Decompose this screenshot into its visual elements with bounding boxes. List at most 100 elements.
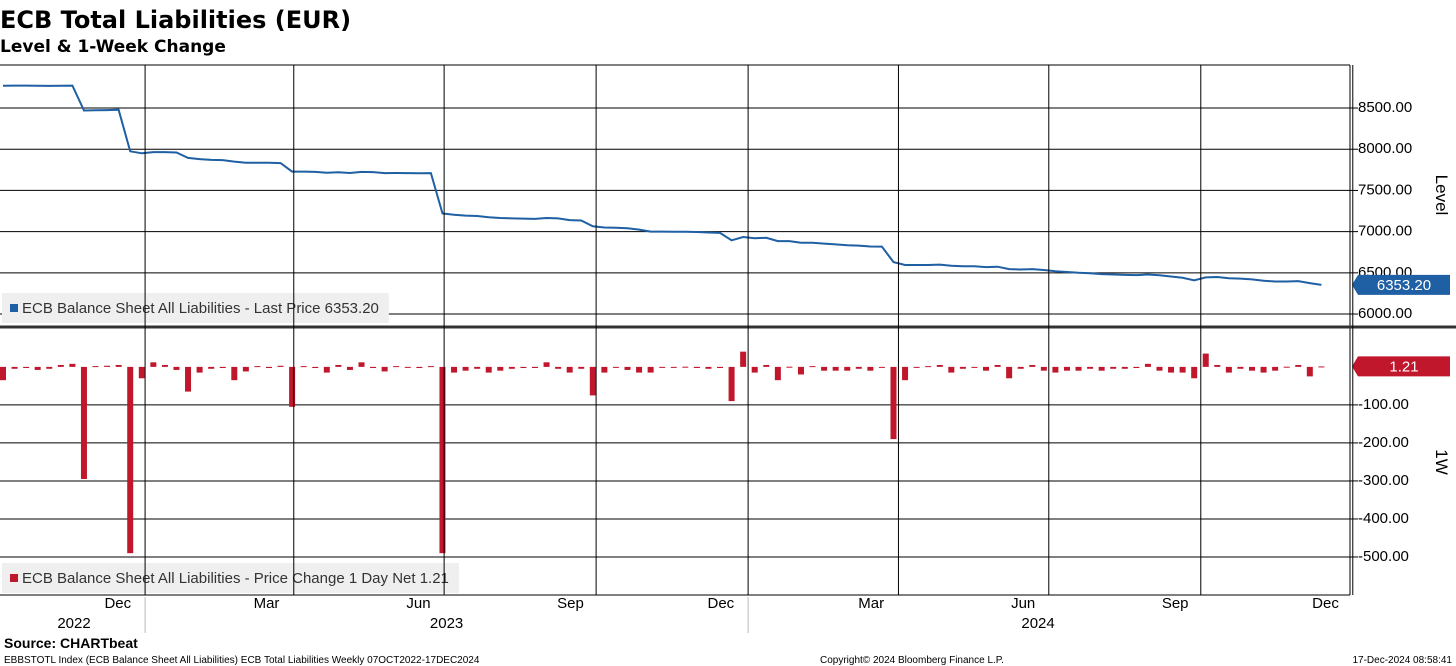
bar: [624, 366, 631, 370]
bar: [1272, 366, 1279, 371]
bar: [867, 366, 874, 371]
y-tick-label: -400.00: [1358, 510, 1409, 527]
last-value-flag: [1352, 356, 1450, 377]
bar: [92, 366, 99, 368]
bar: [0, 366, 6, 381]
bar: [659, 366, 666, 368]
bar: [485, 366, 492, 373]
bar: [57, 364, 64, 367]
bar: [578, 366, 585, 369]
source-note: Source: CHARTbeat: [4, 635, 138, 651]
bar: [312, 366, 319, 369]
bar: [393, 366, 400, 368]
bar: [1237, 366, 1244, 369]
x-tick-label: Sep: [557, 595, 584, 612]
bar: [543, 362, 550, 367]
bar: [555, 366, 562, 369]
bar: [1249, 366, 1256, 371]
x-tick-label: Jun: [406, 595, 430, 612]
bar: [1040, 366, 1047, 371]
bar: [670, 366, 677, 368]
bar: [208, 366, 215, 369]
legend: ECB Balance Sheet All Liabilities - Last…: [2, 293, 389, 323]
bar: [1087, 366, 1094, 369]
x-tick-label: Sep: [1162, 595, 1189, 612]
bar: [717, 366, 724, 369]
bar: [1260, 366, 1267, 373]
legend-background: [2, 293, 389, 323]
bar: [173, 366, 180, 370]
bar: [346, 366, 353, 370]
y-tick-label: -500.00: [1358, 548, 1409, 565]
bar: [451, 366, 458, 373]
bar: [404, 366, 411, 368]
last-value-label: 1.21: [1389, 358, 1418, 375]
last-value-flag: [1352, 274, 1450, 295]
bar: [416, 366, 423, 369]
bar: [566, 366, 573, 373]
bar: [474, 366, 481, 369]
bar: [196, 366, 203, 373]
bar: [728, 366, 735, 402]
bar: [832, 366, 839, 371]
bar: [1006, 366, 1013, 379]
legend-background: [2, 563, 459, 593]
bar: [46, 366, 53, 369]
bar: [740, 351, 747, 367]
bar: [242, 366, 249, 372]
bar: [763, 364, 770, 367]
ticker-note: EBBSTOTL Index (ECB Balance Sheet All Li…: [4, 655, 480, 666]
bar: [797, 366, 804, 375]
bar: [80, 366, 87, 480]
bar: [693, 366, 700, 369]
bar: [682, 366, 689, 368]
year-label: 2022: [57, 615, 90, 632]
bar: [878, 366, 885, 368]
bar: [1179, 366, 1186, 373]
bar: [1202, 353, 1209, 367]
bar: [161, 364, 168, 367]
bar: [520, 366, 527, 369]
legend-swatch: [10, 574, 18, 582]
y-tick-label: 6000.00: [1358, 305, 1412, 322]
bar: [1225, 366, 1232, 373]
bar: [300, 366, 307, 368]
bar: [809, 366, 816, 368]
bar: [289, 366, 296, 407]
bar: [913, 366, 920, 368]
bar: [462, 366, 469, 371]
copyright: Copyright© 2024 Bloomberg Finance L.P.: [820, 655, 1004, 666]
bar: [11, 366, 18, 369]
bar: [23, 366, 30, 369]
y-tick-label: 7500.00: [1358, 181, 1412, 198]
x-tick-label: Dec: [1312, 595, 1339, 612]
bar: [497, 366, 504, 371]
bar: [531, 366, 538, 369]
bar: [185, 366, 192, 392]
y-tick-label: 8000.00: [1358, 140, 1412, 157]
y-axis-title: Level: [1432, 175, 1451, 216]
bar: [705, 366, 712, 369]
year-label: 2024: [1021, 615, 1054, 632]
bar: [786, 366, 793, 368]
bar: [1052, 366, 1059, 373]
bar: [69, 363, 76, 367]
x-tick-label: Mar: [254, 595, 280, 612]
bar: [115, 364, 122, 367]
bar: [647, 366, 654, 373]
bar: [335, 364, 342, 367]
bar: [751, 366, 758, 373]
bar: [983, 366, 990, 371]
bar: [601, 366, 608, 373]
y-tick-label: 8500.00: [1358, 99, 1412, 116]
bar: [323, 366, 330, 373]
bar: [1144, 363, 1151, 367]
bar: [612, 366, 619, 368]
bar: [219, 366, 226, 369]
bar: [1191, 366, 1198, 379]
y-axis-title: 1W: [1432, 449, 1451, 475]
bar: [1168, 366, 1175, 373]
x-tick-label: Dec: [104, 595, 131, 612]
bar: [277, 365, 284, 367]
